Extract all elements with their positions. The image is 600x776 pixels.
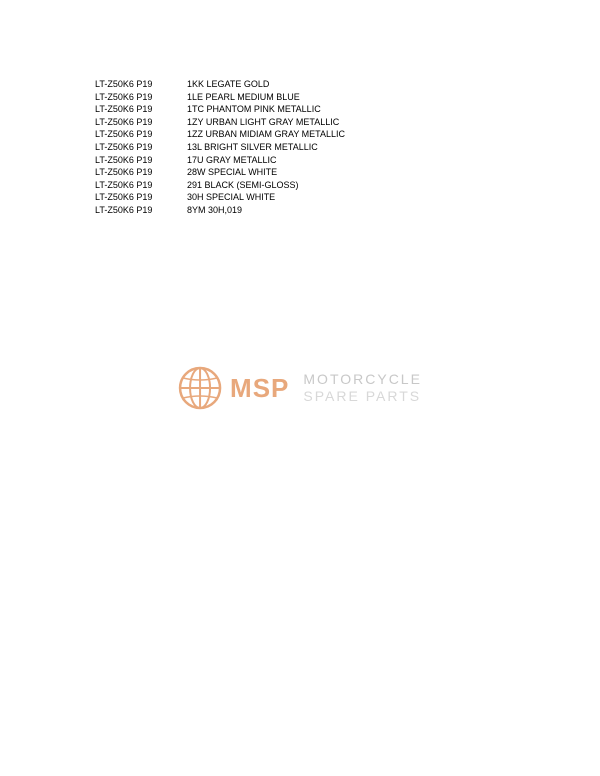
- table-row: LT-Z50K6 P191KK LEGATE GOLD: [95, 78, 600, 91]
- model-code: LT-Z50K6 P19: [95, 91, 187, 104]
- model-code: LT-Z50K6 P19: [95, 141, 187, 154]
- color-code: 1KK LEGATE GOLD: [187, 78, 600, 91]
- color-code: 1TC PHANTOM PINK METALLIC: [187, 103, 600, 116]
- watermark-tagline-line1: MOTORCYCLE: [303, 371, 422, 388]
- color-code: 17U GRAY METALLIC: [187, 154, 600, 167]
- color-code: 8YM 30H,019: [187, 204, 600, 217]
- color-code: 291 BLACK (SEMI-GLOSS): [187, 179, 600, 192]
- model-code: LT-Z50K6 P19: [95, 78, 187, 91]
- page-content: LT-Z50K6 P191KK LEGATE GOLDLT-Z50K6 P191…: [0, 0, 600, 776]
- color-code: 13L BRIGHT SILVER METALLIC: [187, 141, 600, 154]
- table-row: LT-Z50K6 P191LE PEARL MEDIUM BLUE: [95, 91, 600, 104]
- color-code: 1ZZ URBAN MIDIAM GRAY METALLIC: [187, 128, 600, 141]
- table-row: LT-Z50K6 P1917U GRAY METALLIC: [95, 154, 600, 167]
- table-row: LT-Z50K6 P191ZY URBAN LIGHT GRAY METALLI…: [95, 116, 600, 129]
- color-code: 28W SPECIAL WHITE: [187, 166, 600, 179]
- watermark: MSP MOTORCYCLE SPARE PARTS: [178, 366, 422, 410]
- model-code: LT-Z50K6 P19: [95, 154, 187, 167]
- watermark-logo: MSP: [178, 366, 289, 410]
- color-code-table: LT-Z50K6 P191KK LEGATE GOLDLT-Z50K6 P191…: [95, 78, 600, 217]
- watermark-tagline-line2: SPARE PARTS: [303, 388, 422, 405]
- table-row: LT-Z50K6 P191TC PHANTOM PINK METALLIC: [95, 103, 600, 116]
- color-code: 30H SPECIAL WHITE: [187, 191, 600, 204]
- table-row: LT-Z50K6 P1928W SPECIAL WHITE: [95, 166, 600, 179]
- model-code: LT-Z50K6 P19: [95, 116, 187, 129]
- table-row: LT-Z50K6 P19291 BLACK (SEMI-GLOSS): [95, 179, 600, 192]
- model-code: LT-Z50K6 P19: [95, 204, 187, 217]
- model-code: LT-Z50K6 P19: [95, 179, 187, 192]
- table-row: LT-Z50K6 P198YM 30H,019: [95, 204, 600, 217]
- watermark-tagline: MOTORCYCLE SPARE PARTS: [303, 371, 422, 405]
- color-code: 1LE PEARL MEDIUM BLUE: [187, 91, 600, 104]
- watermark-brand-text: MSP: [230, 373, 289, 404]
- globe-icon: [178, 366, 222, 410]
- model-code: LT-Z50K6 P19: [95, 103, 187, 116]
- model-code: LT-Z50K6 P19: [95, 166, 187, 179]
- table-row: LT-Z50K6 P1930H SPECIAL WHITE: [95, 191, 600, 204]
- color-code: 1ZY URBAN LIGHT GRAY METALLIC: [187, 116, 600, 129]
- model-code: LT-Z50K6 P19: [95, 128, 187, 141]
- model-code: LT-Z50K6 P19: [95, 191, 187, 204]
- table-row: LT-Z50K6 P191ZZ URBAN MIDIAM GRAY METALL…: [95, 128, 600, 141]
- table-row: LT-Z50K6 P1913L BRIGHT SILVER METALLIC: [95, 141, 600, 154]
